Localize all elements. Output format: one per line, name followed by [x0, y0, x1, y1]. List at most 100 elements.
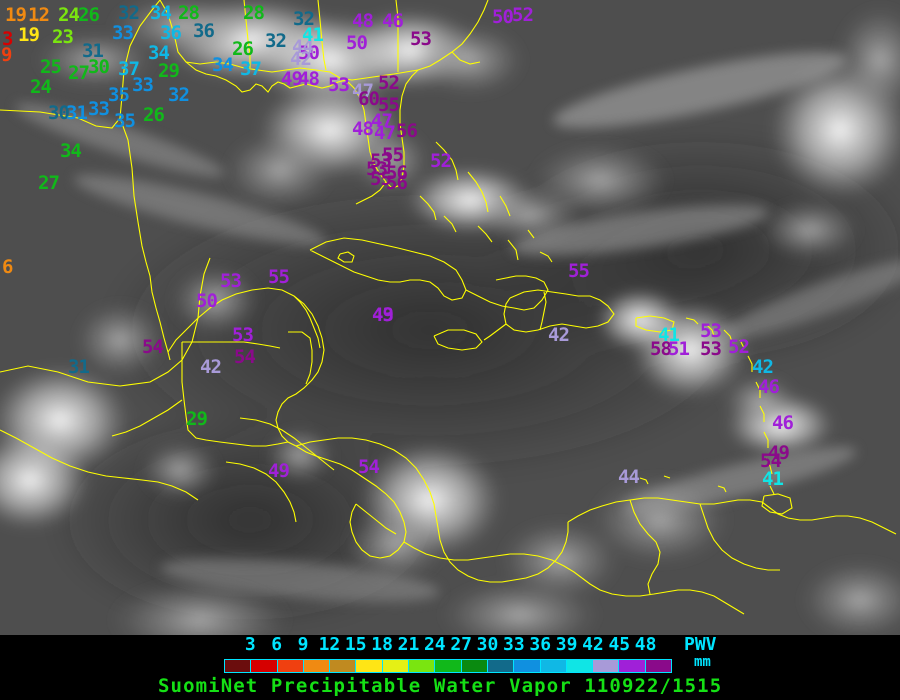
border-state-lines-3 — [317, 0, 327, 71]
coastline-lesser-antilles-8 — [765, 457, 773, 475]
coastline-honduras-nicaragua — [295, 437, 569, 583]
colorbar-tick-label: 42 — [582, 634, 604, 655]
station-pwv-value: 27 — [68, 62, 90, 84]
border-honduras-inland — [239, 417, 335, 471]
coastline-panama — [403, 541, 583, 579]
station-pwv-value: 32 — [293, 8, 315, 30]
border-guatemala — [181, 342, 289, 447]
colorbar-tick-label: 21 — [397, 634, 420, 655]
colorbar-segment — [303, 660, 331, 672]
coastline-rio-grande — [119, 117, 171, 361]
colorbar-segment — [540, 660, 567, 672]
station-pwv-value: 50 — [196, 290, 218, 312]
station-pwv-value: 26 — [78, 4, 100, 26]
station-pwv-value: 54 — [760, 450, 782, 472]
colorbar-tick-label: 33 — [503, 634, 525, 655]
station-pwv-value: 52 — [378, 72, 400, 94]
coastline-bahamas-3 — [499, 195, 511, 217]
colorbar-tick-label: 18 — [371, 634, 393, 655]
colorbar-tick-label: 39 — [555, 634, 578, 655]
station-pwv-value: 50 — [346, 32, 368, 54]
station-pwv-value: 43 — [372, 304, 394, 326]
coastline-cuba — [309, 237, 467, 301]
colorbar-segment — [593, 660, 620, 672]
station-pwv-value: 24 — [58, 4, 80, 26]
coastline-bahamas-2 — [467, 171, 489, 213]
station-pwv-value: 47 — [371, 110, 393, 132]
station-pwv-value: 41 — [762, 468, 784, 490]
coastline-colombia-venezuela — [567, 497, 763, 523]
station-pwv-value: 47 — [352, 80, 374, 102]
colorbar-segment — [514, 660, 541, 672]
coastline-hispaniola — [503, 289, 615, 333]
colorbar-units-label: mm — [694, 654, 711, 670]
colorbar-tick-label: 36 — [529, 634, 552, 655]
station-pwv-value: 3 — [2, 28, 13, 50]
coastline-netherlands-antilles — [663, 475, 671, 479]
colorbar-tick-label: 30 — [476, 634, 499, 655]
station-pwv-value: 32 — [168, 84, 190, 106]
border-state-lines-2 — [243, 0, 251, 68]
station-pwv-value: 41 — [658, 324, 680, 346]
coastline-venezuela-east — [761, 501, 897, 535]
station-pwv-value: 34 — [148, 42, 170, 64]
station-pwv-value: 53 — [220, 270, 242, 292]
coastline-lesser-antilles-2 — [723, 329, 733, 343]
station-pwv-value: 53 — [232, 324, 254, 346]
coastline-hispaniola-south — [483, 323, 507, 341]
coastline-lesser-antilles-7 — [763, 431, 769, 448]
station-pwv-value: 42 — [548, 324, 570, 346]
coastline-bahamas-7 — [507, 239, 519, 261]
colorbar-segment — [277, 660, 304, 672]
station-pwv-value: 56 — [386, 162, 408, 184]
coastline-lesser-antilles-3 — [739, 339, 745, 349]
coastline-yucatan — [167, 287, 325, 447]
colorbar-tick-label: 45 — [608, 634, 631, 655]
station-pwv-value: 53 — [410, 28, 432, 50]
station-pwv-value: 19 — [18, 24, 40, 46]
station-pwv-value: 48 — [352, 118, 374, 140]
station-pwv-value: 52 — [728, 336, 750, 358]
colorbar-tick-label: 27 — [450, 634, 473, 655]
station-pwv-value: 52 — [512, 4, 534, 26]
colorbar-swatches — [224, 659, 672, 673]
colorbar-tick-label: 48 — [634, 634, 657, 655]
coastline-bahamas-6 — [477, 225, 493, 243]
border-guatemala-west — [182, 341, 281, 349]
coastline-bahamas-5 — [443, 215, 457, 233]
coastline-jamaica — [433, 329, 483, 351]
station-pwv-value: 36 — [160, 22, 182, 44]
station-pwv-value: 53 — [700, 320, 722, 342]
station-pwv-value: 34 — [212, 54, 234, 76]
colorbar-tick-label: 6 — [271, 634, 283, 655]
station-pwv-value: 35 — [114, 110, 136, 132]
colorbar-tick-label: 24 — [423, 634, 446, 655]
border-belize — [288, 331, 313, 385]
coastline-bahamas-8 — [527, 229, 535, 239]
product-title: SuomiNet Precipitable Water Vapor 110922… — [158, 675, 723, 697]
colorbar-segment — [409, 660, 436, 672]
station-pwv-value: 37 — [240, 58, 262, 80]
coastline-lesser-antilles-6 — [759, 405, 765, 422]
station-pwv-value: 36 — [193, 20, 215, 42]
colorbar-segment — [251, 660, 278, 672]
station-pwv-value: 32 — [118, 2, 140, 24]
station-pwv-value: 46 — [772, 412, 794, 434]
coastline-south-america-north — [581, 577, 745, 615]
colorbar-segment — [645, 660, 672, 672]
station-pwv-value: 34 — [60, 140, 82, 162]
station-pwv-value: 32 — [265, 30, 287, 52]
border-state-lines-5 — [395, 0, 399, 72]
cloud-field-render — [0, 0, 900, 635]
colorbar-segment — [382, 660, 410, 672]
coastline-aruba-curacao — [639, 477, 649, 485]
colorbar-segment — [619, 660, 646, 672]
colorbar-tick-label: 15 — [344, 634, 367, 655]
border-nicaragua — [225, 461, 297, 523]
coastline-lesser-antilles-9 — [769, 485, 775, 495]
station-pwv-value: 31 — [82, 40, 104, 62]
station-pwv-value: 42 — [290, 48, 312, 70]
station-pwv-value: 33 — [132, 74, 154, 96]
station-pwv-value: 28 — [243, 2, 265, 24]
station-pwv-value: 51 — [668, 338, 690, 360]
